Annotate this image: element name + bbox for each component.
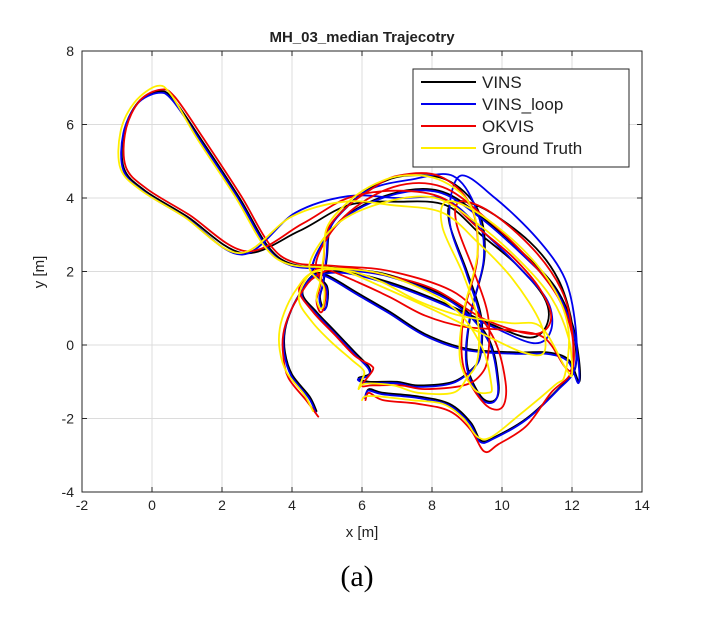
y-tick-label: -4: [62, 484, 75, 500]
legend-label-okvis: OKVIS: [482, 117, 534, 136]
x-tick-label: 4: [288, 497, 296, 513]
x-tick-label: 10: [494, 497, 510, 513]
x-axis-label: x [m]: [346, 524, 379, 541]
legend: VINS VINS_loop OKVIS Ground Truth: [412, 68, 630, 168]
chart-title: MH_03_median Trajecotry: [269, 29, 455, 46]
series-line-ground-truth: [117, 84, 574, 441]
y-tick-label: -2: [62, 411, 75, 427]
x-tick-label: 8: [428, 497, 436, 513]
x-tick-label: 2: [218, 497, 226, 513]
legend-label-ground-truth: Ground Truth: [482, 139, 582, 158]
y-tick-label: 8: [66, 43, 74, 59]
x-tick-label: 12: [564, 497, 580, 513]
legend-label-vins-loop: VINS_loop: [482, 95, 563, 114]
y-axis-label: y [m]: [31, 256, 48, 289]
x-tick-label: 6: [358, 497, 366, 513]
legend-label-vins: VINS: [482, 73, 522, 92]
y-tick-label: 0: [66, 337, 74, 353]
series-layer: [117, 84, 582, 454]
y-tick-label: 6: [66, 117, 74, 133]
y-tick-label: 2: [66, 264, 74, 280]
x-tick-label: 14: [634, 497, 650, 513]
y-tick-label: 4: [66, 190, 74, 206]
x-tick-label: 0: [148, 497, 156, 513]
series-line-okvis: [122, 88, 575, 454]
x-tick-label: -2: [76, 497, 89, 513]
figure-caption: (a): [340, 560, 374, 593]
legend-box: [412, 68, 630, 168]
